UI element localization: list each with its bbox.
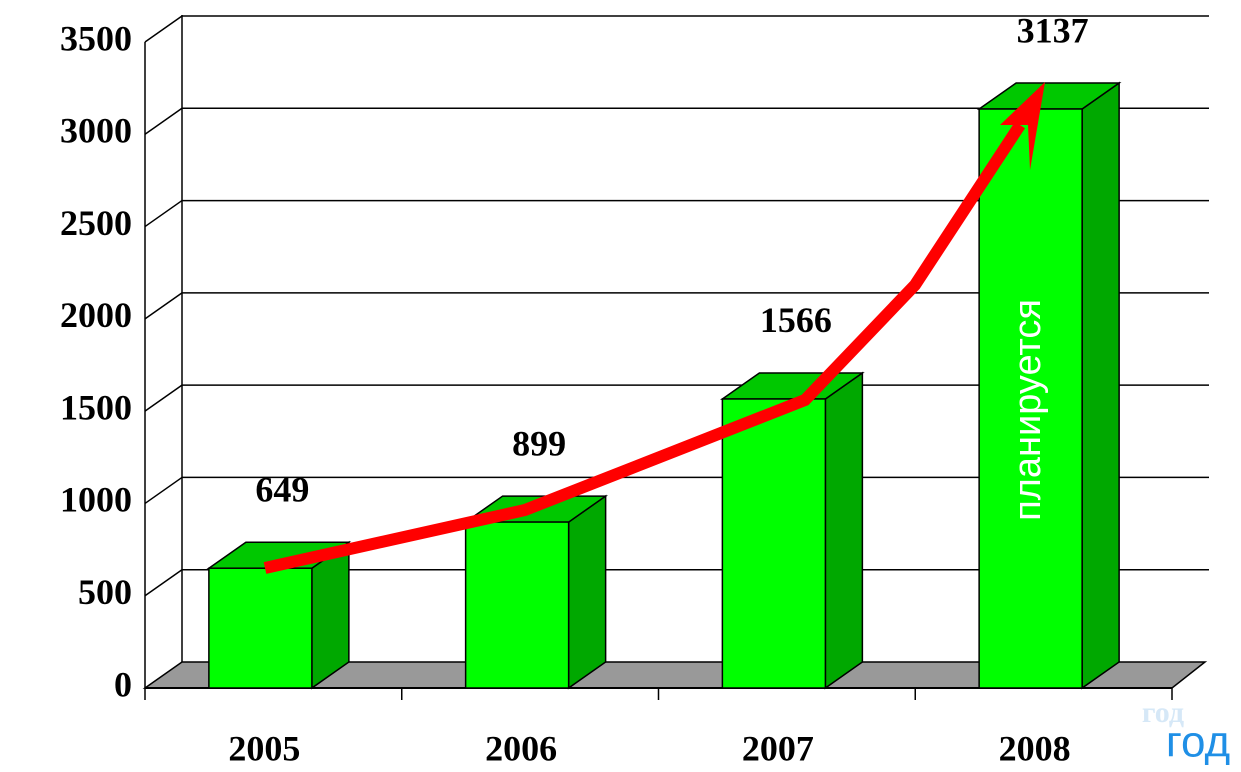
grid-connector: [144, 292, 183, 320]
bar: [464, 521, 570, 689]
y-tick-label: 2000: [60, 295, 132, 335]
bar-side: [824, 371, 864, 690]
grid-connector: [144, 107, 183, 135]
bar-side: [1081, 81, 1120, 690]
y-tick-label: 2500: [60, 203, 132, 243]
y-tick-label: 1500: [60, 387, 132, 427]
x-axis-label: год: [1166, 718, 1230, 767]
y-tick-label: 3500: [60, 18, 132, 58]
arrow-head: [1000, 82, 1045, 170]
value-label: 3137: [1017, 10, 1089, 50]
y-tick-label: 1000: [60, 480, 132, 520]
value-label: 649: [255, 469, 309, 509]
x-tick-label: 2005: [228, 728, 300, 768]
grid-connector: [144, 569, 183, 597]
y-tick-label: 3000: [60, 111, 132, 151]
bar: [208, 567, 313, 689]
value-label: 1566: [760, 300, 832, 340]
grid-connector: [144, 15, 183, 43]
annotation: планируется: [1007, 299, 1049, 521]
bar: [721, 398, 827, 689]
y-tick-label: 0: [114, 664, 132, 704]
grid-connector: [144, 199, 183, 228]
x-tick-label: 2007: [742, 728, 814, 768]
x-tick-label: 2006: [485, 728, 557, 768]
bar-side: [567, 494, 607, 690]
x-axis-label-faint: год: [1142, 696, 1184, 729]
y-tick-label: 500: [78, 572, 132, 612]
grid-connector: [144, 384, 183, 412]
x-tick-label: 2008: [999, 728, 1071, 768]
bar: [978, 108, 1083, 689]
value-label: 899: [512, 423, 566, 463]
grid-connector: [144, 476, 183, 505]
trend-arrow: [263, 121, 1026, 574]
